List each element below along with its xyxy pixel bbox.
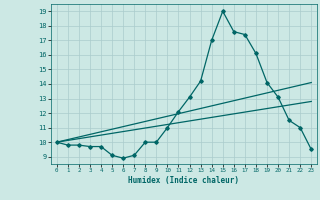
X-axis label: Humidex (Indice chaleur): Humidex (Indice chaleur)	[129, 176, 239, 185]
